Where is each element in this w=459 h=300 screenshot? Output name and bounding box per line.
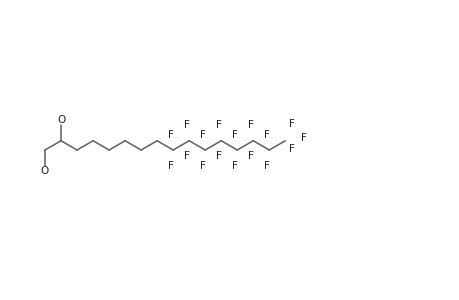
Text: F: F [168, 130, 174, 140]
Text: F: F [216, 151, 222, 161]
Text: F: F [232, 130, 238, 140]
Text: F: F [232, 160, 238, 170]
Text: F: F [248, 151, 254, 161]
Text: F: F [264, 130, 269, 140]
Text: O: O [41, 166, 49, 176]
Text: F: F [264, 160, 269, 170]
Text: F: F [289, 119, 295, 129]
Text: F: F [248, 120, 254, 130]
Text: F: F [168, 160, 174, 170]
Text: F: F [184, 151, 190, 161]
Text: F: F [184, 120, 190, 130]
Text: F: F [300, 133, 306, 143]
Text: F: F [289, 143, 295, 154]
Text: F: F [200, 160, 206, 170]
Text: O: O [57, 115, 65, 125]
Text: F: F [200, 130, 206, 140]
Text: F: F [216, 120, 222, 130]
